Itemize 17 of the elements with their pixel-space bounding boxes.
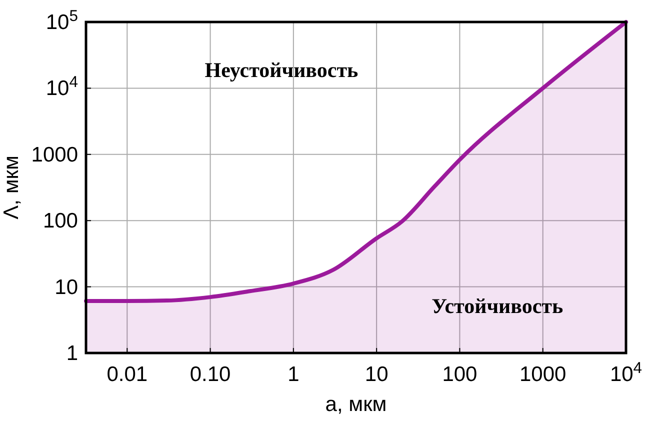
annotation: Неустойчивость	[204, 58, 358, 82]
x-tick-label: 0.01	[106, 363, 148, 386]
x-tick-label: 0.10	[190, 363, 231, 386]
y-tick-label: 10$^{5}$	[46, 8, 78, 34]
x-tick-label: 10	[364, 363, 388, 386]
annotation: Устойчивость	[432, 294, 564, 318]
y-tick-label: 10$^{4}$	[46, 74, 78, 100]
x-tick-label: 1000	[520, 363, 566, 386]
y-tick-label: 100	[42, 210, 78, 233]
y-tick-label: 1000	[31, 143, 78, 166]
y-tick-label: 10	[54, 276, 78, 299]
x-tick-label: 100	[442, 363, 478, 386]
x-tick-label: 10$^{4}$	[610, 360, 642, 386]
y-axis-title: Λ, мкм	[0, 156, 23, 220]
x-axis-title: a, мкм	[325, 393, 387, 416]
y-tick-label: 1	[66, 342, 78, 365]
x-tick-label: 1	[288, 363, 300, 386]
